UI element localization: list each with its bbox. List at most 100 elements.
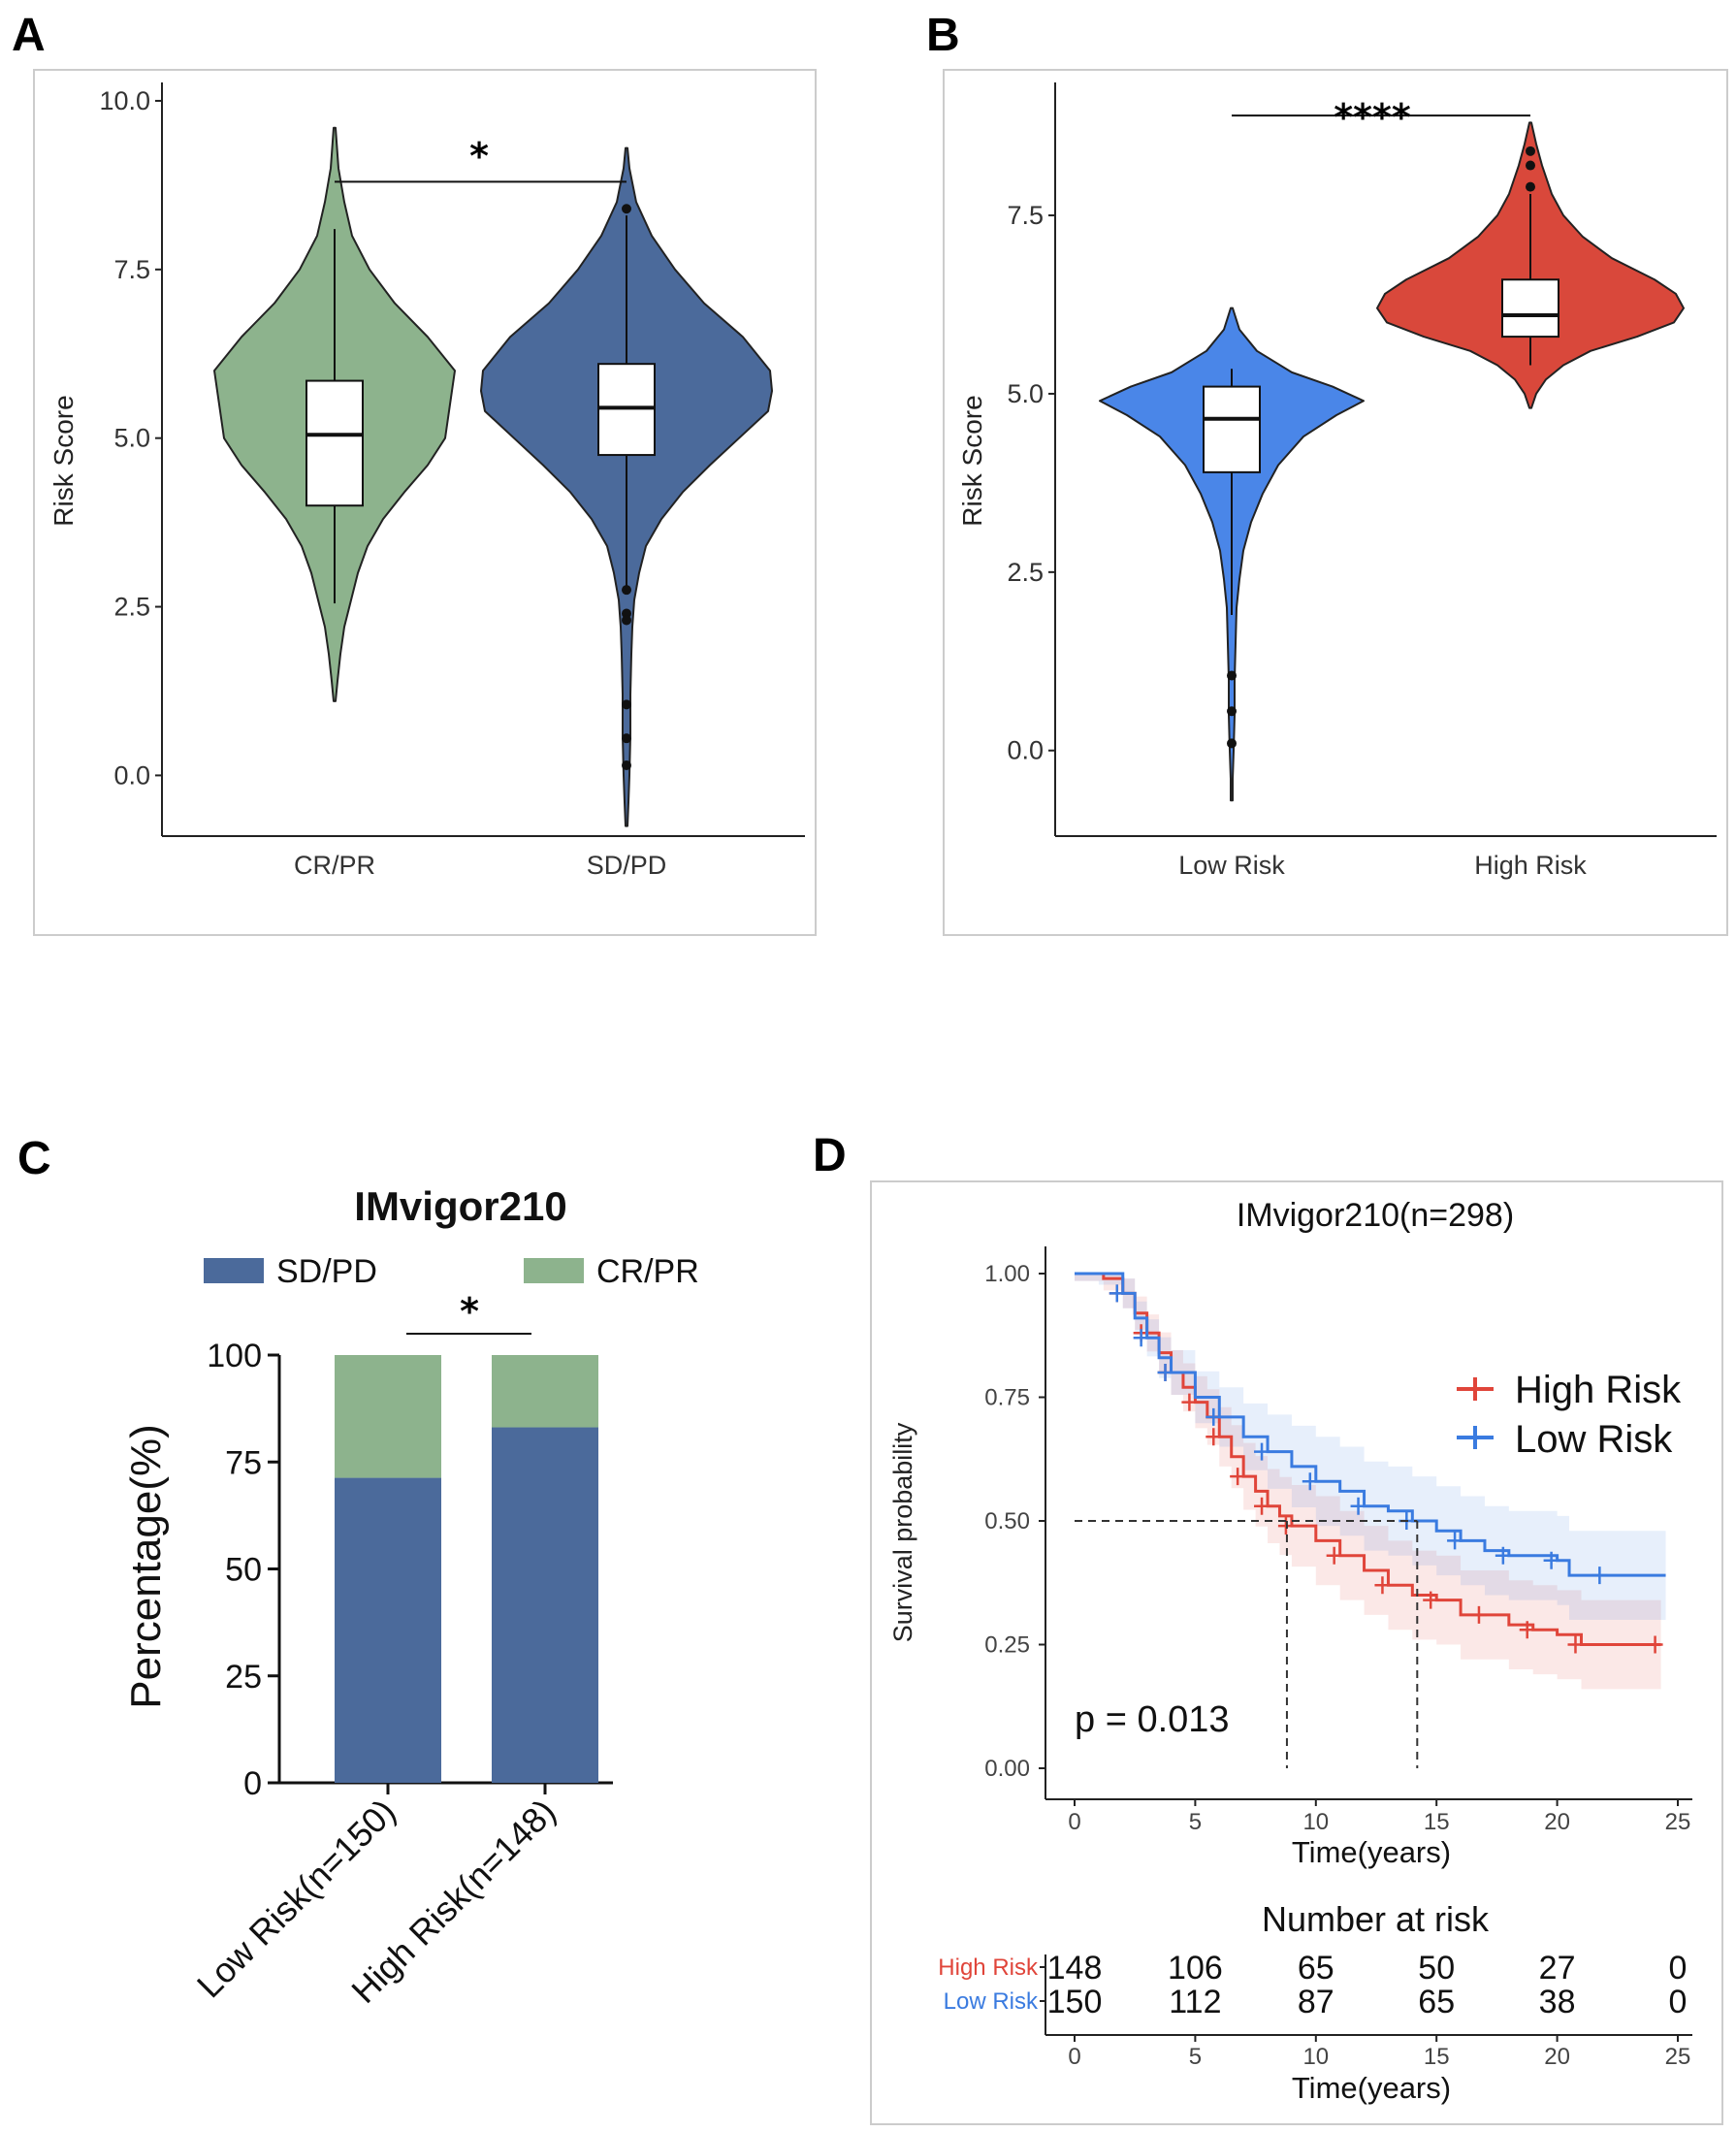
outlier-1-4 [622,699,631,710]
ci-band-1 [1075,1274,1666,1620]
x-tick-label-5: 25 [1665,1809,1691,1835]
y-tick-label-2: 5.0 [113,424,150,453]
panel-b: B 7.5 5.0 2.5 0.0 Risk Score Low Risk High … [926,10,1728,936]
y-tick-label-3: 0.25 [984,1632,1030,1659]
panel-c-legend-swatch-sdpd [204,1258,264,1283]
panel-d-frame [870,1180,1723,2125]
panel-c: C IMvigor210 SD/PD CR/PR 100 75 50 25 0 Perc… [17,1133,699,2011]
panel-b-violins [1099,114,1685,802]
outlier-0-1 [1227,706,1237,717]
outlier-1-1 [622,585,631,596]
censor-0-18 [1326,1546,1342,1565]
bar-crpr-1 [492,1355,598,1428]
y-tick-label-0: 7.5 [1007,201,1044,230]
panel-c-significance: * [460,1290,479,1333]
y-tick-label-1: 7.5 [113,255,150,284]
censor-0-22 [1423,1591,1439,1609]
risk-x-tick-label-0: 0 [1068,2044,1080,2070]
risk-row-label-0: High Risk [938,1954,1039,1981]
risk-value-0-2: 65 [1298,1950,1334,1987]
outlier-1-0 [622,204,631,214]
panel-a-y-label: Risk Score [48,395,79,526]
risk-x-tick-label-1: 5 [1189,2044,1202,2070]
censor-1-22 [1543,1551,1559,1569]
y-tick-label-3: 0.0 [1007,736,1044,765]
panel-d-label: D [813,1130,847,1181]
panel-b-frame [943,69,1728,936]
y-tick-label-0: 100 [207,1338,262,1374]
panel-b-significance: **** [1334,96,1411,139]
y-tick-label-4: 0 [243,1765,262,1802]
y-tick-label-4: 0.0 [113,760,150,790]
censor-1-8 [1206,1407,1222,1426]
y-tick-label-1: 0.75 [984,1385,1030,1411]
censor-0-28 [1567,1635,1584,1654]
x-tick-label-0: 0 [1068,1809,1080,1835]
censor-1-24 [1591,1567,1608,1585]
risk-value-0-0: 148 [1047,1950,1103,1987]
censor-0-26 [1519,1621,1535,1639]
panel-d-y-label: Survival probability [888,1422,917,1642]
y-tick-label-2: 2.5 [1007,558,1044,587]
outlier-1-3 [622,615,631,626]
risk-x-tick-label-2: 10 [1302,2044,1329,2070]
box-0 [305,379,364,507]
panel-d-legend-high: High Risk [1515,1369,1682,1411]
censor-0-10 [1206,1428,1222,1446]
outlier-1-0 [1526,181,1535,192]
y-tick-label-1: 5.0 [1007,379,1044,408]
bar-sdpd-1 [492,1427,598,1783]
panel-a: A 10.0 7.5 5.0 2.5 0.0 Risk Score CR/PR SD/P… [12,10,817,936]
panel-a-y-ticks: 10.0 7.5 5.0 2.5 0.0 [99,86,162,790]
risk-row-label-1: Low Risk [944,1988,1039,2015]
y-tick-label-3: 25 [225,1659,262,1696]
risk-value-1-3: 65 [1418,1984,1455,2020]
censor-0-30 [1647,1635,1663,1654]
panel-d-pvalue: p = 0.013 [1075,1699,1230,1740]
censor-1-14 [1350,1497,1366,1515]
censor-1-10 [1254,1442,1270,1461]
panel-c-title: IMvigor210 [354,1183,566,1229]
censor-0-24 [1470,1605,1487,1624]
risk-value-1-0: 150 [1047,1984,1103,2020]
panel-a-x-tick-0: CR/PR [294,851,375,880]
panel-c-label: C [17,1133,51,1184]
panel-b-label: B [926,10,960,61]
censor-1-12 [1302,1472,1318,1491]
panel-d-x-label: Time(years) [1292,1835,1451,1869]
risk-value-1-2: 87 [1298,1984,1334,2020]
censor-0-12 [1230,1468,1246,1486]
outlier-1-1 [1526,160,1535,171]
y-tick-label-0: 1.00 [984,1261,1030,1287]
censor-1-2 [1109,1284,1125,1303]
censor-1-18 [1447,1532,1463,1550]
x-tick-label-4: 20 [1544,1809,1570,1835]
panel-a-violins [213,126,773,827]
panel-a-x-tick-1: SD/PD [587,851,667,880]
outlier-1-2 [622,608,631,619]
panel-d-legend-low: Low Risk [1515,1418,1673,1461]
panel-d-title: IMvigor210(n=298) [1237,1197,1514,1234]
censor-0-14 [1254,1497,1270,1515]
panel-b-x-tick-0: Low Risk [1178,851,1285,880]
ci-band-0 [1075,1274,1661,1690]
panel-a-significance: * [469,135,489,178]
y-tick-label-3: 2.5 [113,593,150,622]
censor-1-6 [1157,1364,1173,1381]
risk-x-tick-label-3: 15 [1424,2044,1450,2070]
box-1 [1501,278,1559,339]
censor-0-20 [1374,1576,1391,1595]
box-0 [1203,385,1261,473]
risk-x-tick-label-4: 20 [1544,2044,1570,2070]
x-tick-label-1: 5 [1189,1809,1202,1835]
risk-value-0-5: 0 [1669,1950,1688,1987]
panel-c-legend-sdpd: SD/PD [276,1253,377,1290]
bar-crpr-0 [335,1355,441,1478]
y-tick-label-2: 0.50 [984,1508,1030,1534]
censor-1-20 [1495,1546,1511,1565]
risk-value-1-4: 38 [1539,1984,1576,2020]
risk-value-0-1: 106 [1168,1950,1223,1987]
y-tick-label-4: 0.00 [984,1756,1030,1782]
